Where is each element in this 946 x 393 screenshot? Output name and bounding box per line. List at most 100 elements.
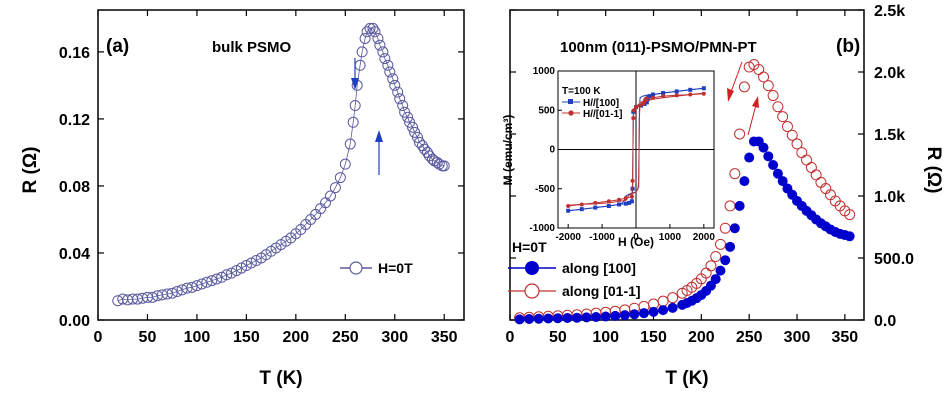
panel-b-xtick-label: 50 — [549, 329, 567, 346]
inset-point-011 — [617, 197, 622, 202]
panel-b-arrows — [727, 61, 759, 136]
panel-a-point — [245, 257, 257, 269]
inset-legend-100-label: H//[100] — [583, 98, 619, 109]
inset-ytick-label: 0 — [549, 145, 555, 156]
panel-b-frame — [509, 9, 865, 321]
panel-a-point — [389, 79, 401, 91]
panel-b-point-along100 — [720, 255, 731, 266]
panel-a-point — [369, 26, 381, 38]
inset-point-100 — [644, 100, 649, 105]
inset-point-011 — [606, 199, 611, 204]
panel-b-xtick-label: 250 — [736, 329, 763, 346]
panel-a-point — [221, 269, 233, 281]
inset-point-100 — [661, 90, 666, 95]
legend-along100-marker — [525, 261, 539, 275]
panel-b-point-along011 — [791, 138, 803, 150]
inset-legend-011-marker — [568, 110, 574, 116]
panel-b-ytick-label: 2.5k — [874, 3, 905, 20]
panel-a-point — [361, 26, 373, 38]
panel-a-annotation: bulk PSMO — [212, 39, 292, 56]
inset-point-011 — [631, 116, 636, 121]
panel-b-point-along011 — [714, 238, 726, 250]
inset-point-011 — [566, 204, 571, 209]
inset-point-011 — [593, 200, 598, 205]
panel-b-ylabel: R (Ω) — [923, 147, 944, 194]
panel-b-ytick-label: 2.0k — [874, 65, 905, 82]
panel-b-point-along011 — [705, 260, 717, 272]
panel-a-ticks: 0 50 100 150 200 250 300 350 0.00 0.04 0.08 0.12 0.1… — [59, 10, 464, 346]
inset-point-011 — [644, 96, 649, 101]
inset-xtick-label: 1000 — [659, 232, 682, 243]
inset-xtick-label: 0 — [633, 232, 639, 243]
panel-b-point-along100 — [777, 176, 788, 187]
inset-point-100 — [688, 87, 693, 92]
panel-b-point-along100 — [772, 168, 783, 179]
panel-a-point — [359, 32, 371, 44]
panel-b-point-along100 — [543, 313, 554, 324]
panel-b-point-along100 — [591, 312, 602, 323]
inset-point-011 — [634, 105, 638, 110]
panel-a-point — [407, 121, 419, 133]
inset-points — [566, 86, 706, 213]
panel-a-point — [191, 280, 203, 292]
inset-ytick-label: -1000 — [529, 223, 555, 234]
panel-a-warming-arrowhead — [375, 130, 383, 142]
panel-a-point — [438, 160, 450, 172]
panel-a-ytick-label: 0.00 — [59, 313, 90, 330]
panel-b-point-along100 — [763, 151, 774, 162]
panel-a-xtick-label: 350 — [431, 329, 458, 346]
panel-a-xtick-label: 150 — [233, 329, 260, 346]
panel-b-point-along011 — [719, 222, 731, 234]
inset-point-100 — [627, 200, 632, 205]
legend-along011-label: along [01-1] — [562, 283, 641, 299]
panel-b-point-along100 — [734, 200, 745, 211]
panel-b-point-along100 — [667, 302, 678, 313]
panel-b-point-along100 — [729, 223, 740, 234]
inset-point-011 — [637, 103, 642, 108]
panel-b-point-along100 — [844, 231, 855, 242]
panel-b-point-along100 — [725, 241, 736, 252]
panel-a: 0 50 100 150 200 250 300 350 0.00 0.04 0.08 0.12 0.1… — [20, 9, 465, 389]
panel-b-point-along011 — [738, 81, 750, 93]
panel-a-point — [206, 275, 218, 287]
panel-b-xtick-label: 300 — [784, 329, 811, 346]
panel-b-point-along100 — [715, 265, 726, 276]
panel-a-point — [211, 273, 223, 285]
panel-a-xlabel: T (K) — [259, 368, 302, 389]
inset-point-011 — [688, 92, 693, 97]
panel-a-point — [397, 100, 409, 112]
panel-b-point-along011 — [801, 154, 813, 166]
panel-b-point-along011 — [667, 292, 679, 304]
panel-a-point — [392, 86, 404, 98]
inset-point-011 — [631, 108, 636, 113]
panel-a-point — [216, 271, 228, 283]
panel-b-ytick-label: 1.5k — [874, 127, 905, 144]
panel-a-point — [347, 116, 359, 128]
panel-a-point — [377, 46, 389, 58]
panel-b-point-along011 — [786, 129, 798, 141]
panel-b-label: (b) — [836, 36, 860, 57]
inset-point-100 — [647, 94, 652, 99]
panel-b-point-along100 — [562, 313, 573, 324]
panel-a-point — [394, 93, 406, 105]
panel-b-point-along100 — [581, 312, 592, 323]
inset-ytick-label: -500 — [535, 184, 555, 195]
panel-a-point — [344, 138, 356, 150]
panel-a-ylabel: R (Ω) — [20, 147, 41, 194]
panel-b-point-along011 — [657, 295, 669, 307]
panel-a-point — [356, 46, 368, 58]
panel-a-cooling-arrowhead — [351, 78, 359, 90]
inset-point-100 — [617, 202, 622, 207]
inset-xlabel: H (Oe) — [618, 235, 654, 249]
panel-a-point — [387, 73, 399, 85]
inset-xtick-label: 2000 — [693, 232, 716, 243]
panel-a-ytick-label: 0.12 — [59, 112, 90, 129]
panel-b-point-along011 — [758, 71, 770, 83]
panel-a-point — [226, 267, 238, 279]
panel-a-point — [186, 281, 198, 293]
inset-point-011 — [701, 91, 706, 96]
panel-a-point — [402, 111, 414, 123]
